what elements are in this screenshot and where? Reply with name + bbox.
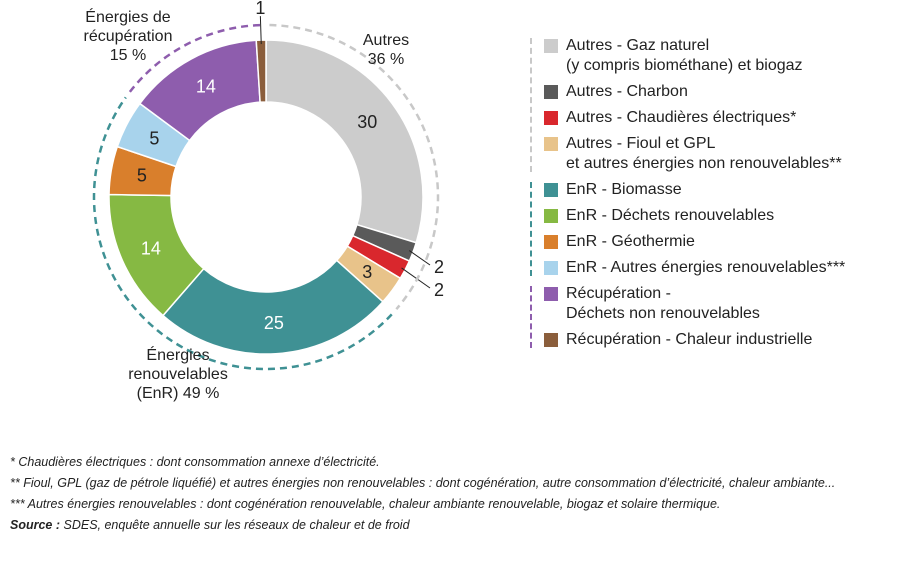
slice-label-autres_enr: 5	[149, 129, 159, 149]
legend-label: EnR - Biomasse	[566, 181, 682, 198]
legend-label: Autres - Charbon	[566, 83, 688, 100]
legend-swatch	[544, 209, 558, 223]
legend-item: Autres - Charbon	[544, 82, 910, 102]
slice-label-charbon: 2	[434, 257, 444, 277]
legend-swatch	[544, 137, 558, 151]
legend-swatch	[544, 333, 558, 347]
group-label-recup: Énergies de récupération 15 %	[84, 7, 173, 64]
legend-swatch	[544, 261, 558, 275]
legend-label: EnR - Autres énergies renouvelables***	[566, 259, 846, 276]
legend-label: EnR - Déchets renouvelables	[566, 207, 775, 224]
legend-item: EnR - Autres énergies renouvelables***	[544, 258, 910, 278]
slice-biomasse	[161, 259, 384, 355]
legend-swatch	[544, 39, 558, 53]
leader-chaleur_industrielle	[259, 16, 262, 45]
group-label-line: (EnR) 49 %	[137, 385, 220, 402]
slice-label-dechets_non_renouv: 14	[196, 76, 216, 96]
legend-label: Autres - Chaudières électriques*	[566, 109, 797, 126]
footnote-other-renewables: *** Autres énergies renouvelables : dont…	[10, 497, 721, 511]
legend-item: Autres - Chaudières électriques*	[544, 108, 910, 128]
legend-swatch	[544, 287, 558, 301]
slice-label-dechets_renouv: 14	[141, 238, 161, 258]
group-label-enr: Énergies renouvelables (EnR) 49 %	[128, 345, 228, 402]
legend-swatch	[544, 111, 558, 125]
legend-group-1: EnR - Biomasse EnR - Déchets renouvelable…	[530, 180, 910, 278]
legend-label: Récupération - Chaleur industrielle	[566, 331, 813, 348]
footnote-fuel: ** Fioul, GPL (gaz de pétrole liquéfié) …	[10, 476, 836, 490]
slice-label-gaz: 30	[357, 112, 377, 132]
slice-label-elec: 2	[434, 280, 444, 300]
group-arc-autres	[269, 23, 440, 311]
legend-label: Autres - Gaz naturel (y compris biométha…	[566, 37, 803, 74]
footnote-electric: * Chaudières électriques : dont consomma…	[10, 455, 380, 469]
legend-group-divider	[530, 182, 532, 276]
source-text: SDES, enquête annuelle sur les réseaux d…	[60, 518, 410, 532]
group-label-line: 36 %	[368, 51, 404, 68]
legend-group-0: Autres - Gaz naturel (y compris biométha…	[530, 36, 910, 174]
group-arc-recup	[128, 23, 263, 93]
slice-label-fioul: 3	[362, 262, 372, 282]
group-label-line: Énergies	[146, 345, 209, 364]
group-arc-enr	[92, 96, 393, 371]
legend-label: Récupération - Déchets non renouvelables	[566, 285, 760, 322]
legend-group-divider	[530, 38, 532, 172]
legend-group-divider	[530, 286, 532, 348]
legend-item: Récupération - Déchets non renouvelables	[544, 284, 910, 324]
donut-chart: 30 2 2 3 25 14 55 14 1 Autres 36 % Énergies renouvel…	[84, 0, 444, 402]
source-line: Source : SDES, enquête annuelle sur les …	[10, 515, 910, 536]
leader-charbon	[409, 250, 431, 266]
leader-elec	[401, 267, 431, 289]
group-label-line: Autres	[363, 32, 409, 49]
legend-item: EnR - Déchets renouvelables	[544, 206, 910, 226]
slice-label-chaleur_industrielle: 1	[255, 0, 265, 18]
legend-swatch	[544, 235, 558, 249]
legend-item: EnR - Géothermie	[544, 232, 910, 252]
legend: Autres - Gaz naturel (y compris biométha…	[530, 36, 910, 356]
legend-item: Autres - Gaz naturel (y compris biométha…	[544, 36, 910, 76]
legend-item: EnR - Biomasse	[544, 180, 910, 200]
legend-label: Autres - Fioul et GPL et autres énergies…	[566, 135, 842, 172]
legend-swatch	[544, 85, 558, 99]
group-label-autres: Autres 36 %	[363, 32, 409, 68]
legend-item: Autres - Fioul et GPL et autres énergies…	[544, 134, 910, 174]
slice-label-geothermie: 5	[137, 166, 147, 186]
legend-swatch	[544, 183, 558, 197]
footnotes: * Chaudières électriques : dont consomma…	[10, 452, 910, 536]
slice-chaleur_industrielle	[255, 39, 267, 103]
source-label: Source :	[10, 518, 61, 532]
legend-item: Récupération - Chaleur industrielle	[544, 330, 910, 350]
group-label-line: Énergies de	[85, 7, 170, 26]
slice-label-biomasse: 25	[264, 313, 284, 333]
group-label-line: récupération	[84, 28, 173, 45]
legend-label: EnR - Géothermie	[566, 233, 695, 250]
slice-gaz	[265, 39, 424, 244]
legend-group-2: Récupération - Déchets non renouvelables…	[530, 284, 910, 350]
group-label-line: renouvelables	[128, 366, 228, 383]
group-label-line: 15 %	[110, 47, 146, 64]
